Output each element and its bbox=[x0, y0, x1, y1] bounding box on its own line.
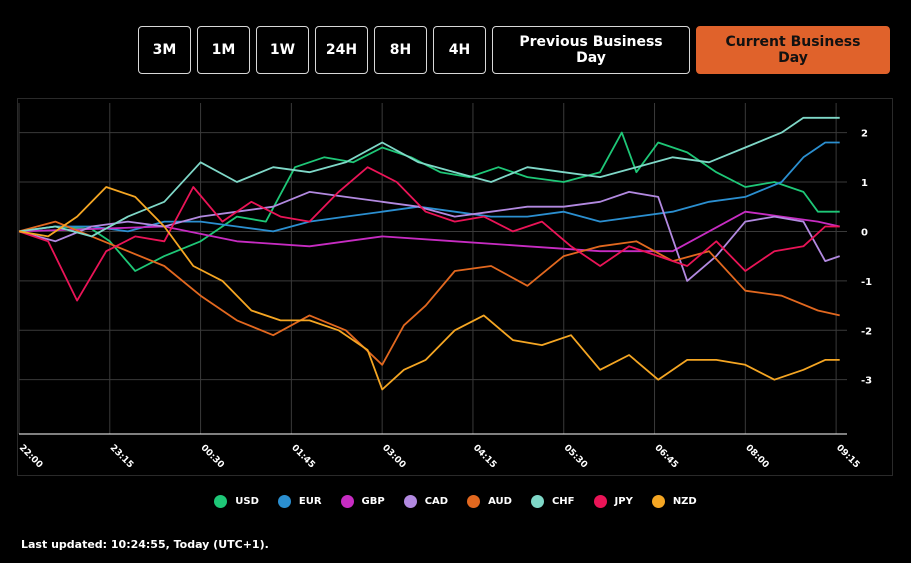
legend-item-usd[interactable]: USD bbox=[214, 495, 259, 508]
legend-label: JPY bbox=[614, 496, 633, 507]
legend-swatch bbox=[277, 495, 291, 508]
series-line-eur bbox=[18, 141, 840, 233]
chart-svg: 2 1 0 -1 -2 -3 22:00 23:15 00:30 01:45 03:00 04:15 0… bbox=[17, 98, 893, 476]
tab-previous-business-day[interactable]: Previous Business Day bbox=[492, 26, 690, 74]
legend-label: EUR bbox=[298, 496, 322, 507]
x-tick-label: 04:15 bbox=[471, 443, 498, 470]
legend-label: USD bbox=[235, 496, 259, 507]
legend-item-gbp[interactable]: GBP bbox=[340, 495, 385, 508]
legend-swatch bbox=[214, 495, 228, 508]
x-tick-label: 00:30 bbox=[198, 443, 225, 470]
legend-item-eur[interactable]: EUR bbox=[277, 495, 322, 508]
series-line-chf bbox=[18, 116, 840, 238]
tab-4h[interactable]: 4H bbox=[433, 26, 486, 74]
y-tick-label: 1 bbox=[861, 178, 868, 189]
chart-grid bbox=[17, 98, 893, 476]
legend-swatch bbox=[593, 495, 607, 508]
y-tick-label: -2 bbox=[861, 326, 872, 337]
legend-item-chf[interactable]: CHF bbox=[530, 495, 575, 508]
chart-series bbox=[18, 116, 840, 391]
last-updated-text: Last updated: 10:24:55, Today (UTC+1). bbox=[21, 538, 269, 551]
legend-label: CAD bbox=[424, 496, 449, 507]
series-line-cad bbox=[18, 191, 840, 282]
tab-8h[interactable]: 8H bbox=[374, 26, 427, 74]
y-tick-label: 0 bbox=[861, 227, 868, 238]
y-tick-label: 2 bbox=[861, 129, 868, 140]
legend-item-nzd[interactable]: NZD bbox=[651, 495, 697, 508]
legend-item-cad[interactable]: CAD bbox=[403, 495, 449, 508]
x-tick-label: 01:45 bbox=[289, 443, 316, 470]
legend-swatch bbox=[530, 495, 544, 508]
tab-1m[interactable]: 1M bbox=[197, 26, 250, 74]
tab-current-business-day[interactable]: Current Business Day bbox=[696, 26, 890, 74]
chart-legend: USD EUR GBP CAD AUD CHF JPY NZD bbox=[0, 495, 911, 508]
chart-frame bbox=[17, 98, 893, 476]
tab-1w[interactable]: 1W bbox=[256, 26, 309, 74]
x-tick-label: 08:00 bbox=[743, 443, 770, 470]
tab-3m[interactable]: 3M bbox=[138, 26, 191, 74]
legend-swatch bbox=[403, 495, 417, 508]
series-line-nzd bbox=[18, 186, 840, 391]
chart-axes: 2 1 0 -1 -2 -3 22:00 23:15 00:30 01:45 03:00 04:15 0… bbox=[17, 129, 872, 471]
tab-24h[interactable]: 24H bbox=[315, 26, 368, 74]
x-tick-label: 06:45 bbox=[652, 443, 679, 470]
time-range-tabs: 3M 1M 1W 24H 8H 4H Previous Business Day… bbox=[138, 26, 890, 74]
legend-swatch bbox=[340, 495, 354, 508]
legend-swatch bbox=[467, 495, 481, 508]
series-line-jpy bbox=[18, 166, 840, 302]
series-line-gbp bbox=[18, 210, 840, 253]
y-tick-label: -3 bbox=[861, 376, 872, 387]
y-tick-label: -1 bbox=[861, 277, 872, 288]
legend-label: GBP bbox=[361, 496, 385, 507]
series-line-usd bbox=[18, 131, 840, 272]
series-line-aud bbox=[18, 220, 840, 366]
legend-item-aud[interactable]: AUD bbox=[467, 495, 512, 508]
legend-label: CHF bbox=[551, 496, 575, 507]
legend-label: AUD bbox=[488, 496, 512, 507]
x-tick-label: 03:00 bbox=[380, 443, 407, 470]
x-tick-label: 09:15 bbox=[834, 443, 861, 470]
x-tick-label: 05:30 bbox=[562, 443, 589, 470]
x-tick-label: 22:00 bbox=[17, 443, 44, 470]
legend-label: NZD bbox=[672, 496, 697, 507]
x-tick-label: 23:15 bbox=[108, 443, 135, 470]
currency-strength-chart: 2 1 0 -1 -2 -3 22:00 23:15 00:30 01:45 03:00 04:15 0… bbox=[17, 98, 893, 476]
legend-swatch bbox=[651, 495, 665, 508]
legend-item-jpy[interactable]: JPY bbox=[593, 495, 633, 508]
